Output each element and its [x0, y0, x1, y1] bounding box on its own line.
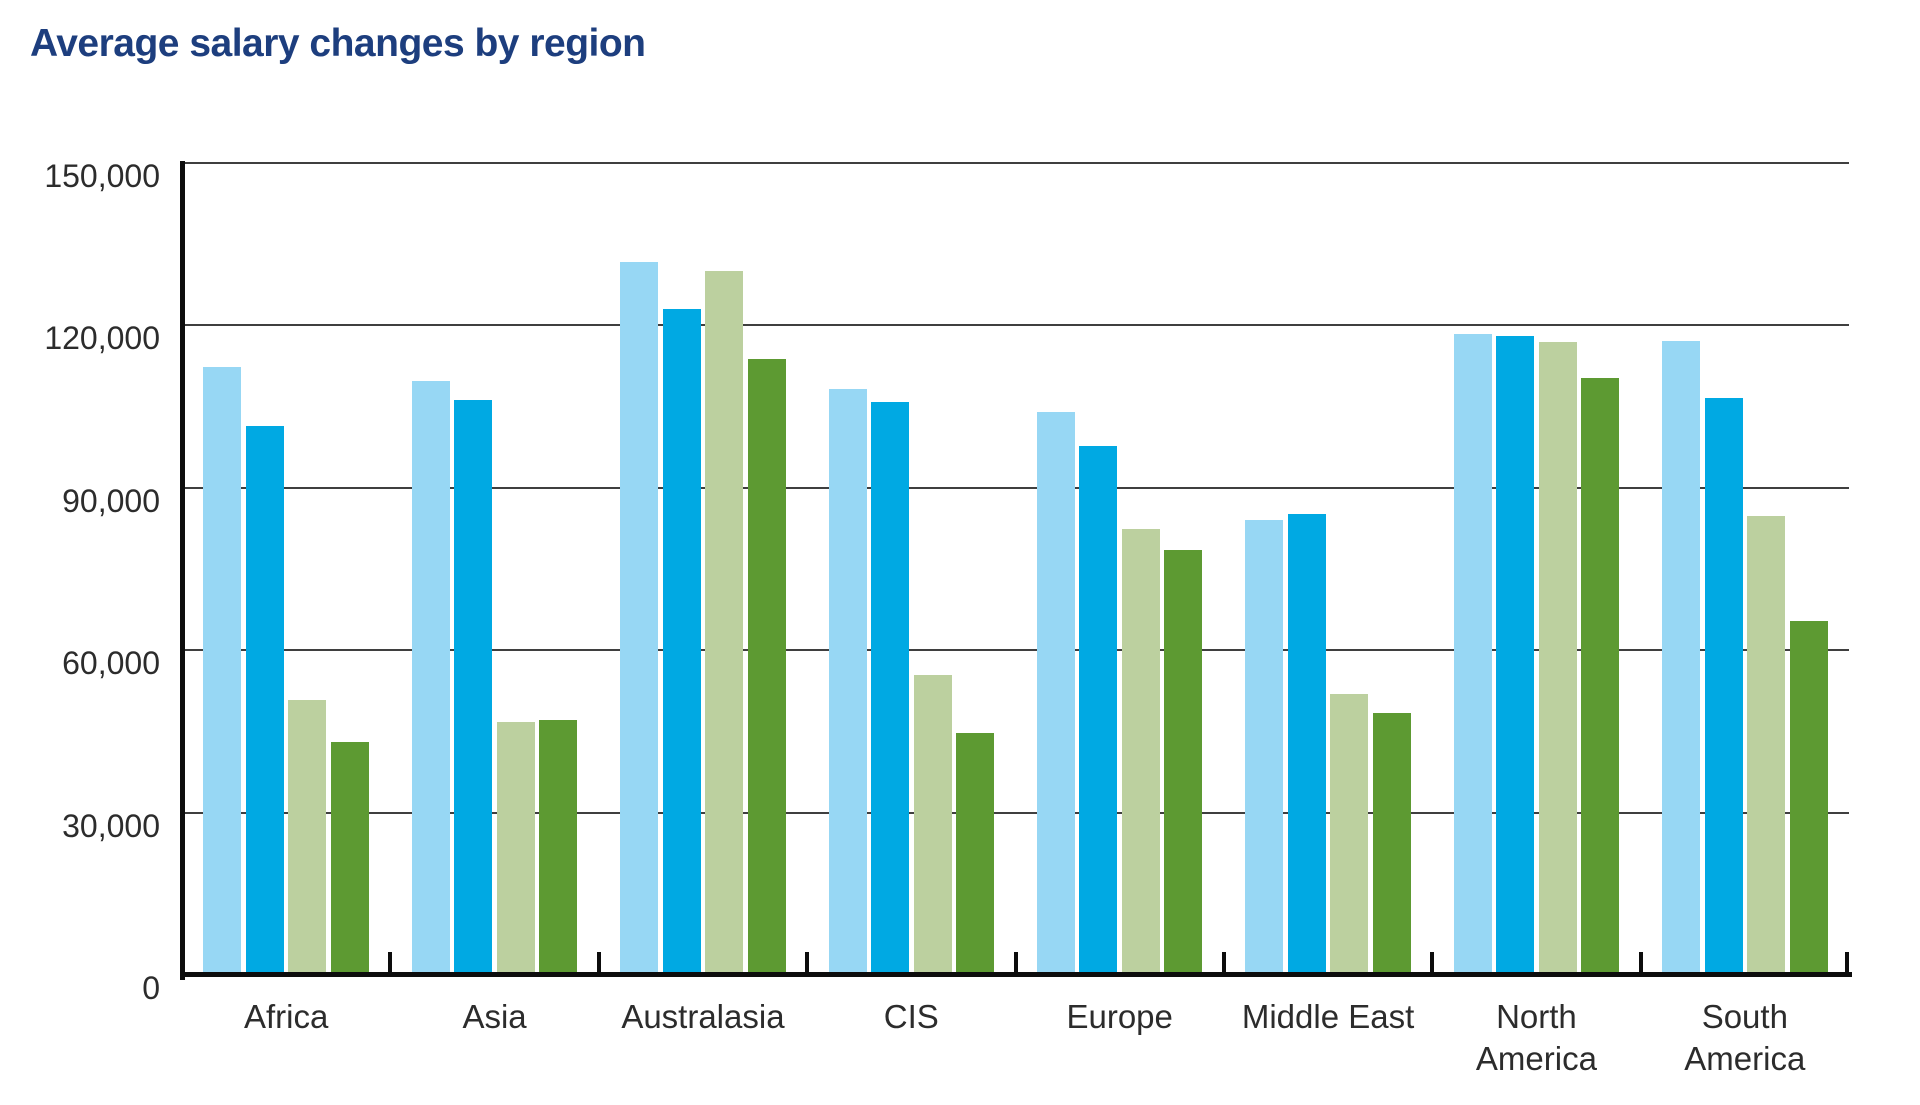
bar-cis-series-4-dark-green [956, 733, 995, 975]
bar-cis-series-2-blue [871, 401, 910, 975]
bar-australasia-series-1-light-blue [620, 261, 659, 975]
bar-group-north-america [1432, 163, 1640, 975]
bar-group-south-america [1641, 163, 1849, 975]
bar-north-america-series-3-light-green [1538, 341, 1577, 975]
y-axis-tick-label: 150,000 [44, 158, 160, 194]
x-axis-boundary-tick [1221, 952, 1226, 975]
y-axis-tick-label: 120,000 [44, 320, 160, 357]
bar-asia-series-2-blue [454, 400, 493, 975]
x-axis-label-cis: CIS [883, 998, 939, 1035]
bar-cis-series-3-light-green [913, 674, 952, 975]
x-axis-label-africa: Africa [244, 998, 329, 1035]
bar-asia-series-1-light-blue [411, 380, 450, 975]
bar-australasia-series-2-blue [662, 308, 701, 975]
y-axis-line [180, 161, 185, 980]
bar-europe-series-2-blue [1079, 446, 1118, 975]
gridline-120,000 [182, 324, 1849, 327]
bar-group-asia [390, 163, 598, 975]
y-axis-tick-label: 0 [142, 970, 160, 1006]
x-axis-label-australasia: Australasia [621, 998, 785, 1035]
bar-group-australasia [599, 163, 807, 975]
x-axis-label-north-america: North America [1475, 998, 1597, 1077]
gridline-30,000 [182, 811, 1849, 814]
y-axis-tick-label: 90,000 [62, 482, 160, 519]
bar-europe-series-1-light-blue [1036, 412, 1075, 975]
x-axis-boundary-tick [1638, 952, 1643, 975]
bar-north-america-series-1-light-blue [1453, 333, 1492, 975]
bar-middle-east-series-4-dark-green [1372, 713, 1411, 975]
x-axis-label-middle-east: Middle East [1241, 998, 1415, 1035]
bar-group-cis [807, 163, 1015, 975]
bar-africa-series-2-blue [245, 425, 284, 975]
bar-africa-series-3-light-green [288, 700, 327, 975]
gridline-90,000 [182, 486, 1849, 489]
x-axis-boundary-tick [1013, 952, 1018, 975]
bar-australasia-series-3-light-green [705, 271, 744, 975]
bar-middle-east-series-2-blue [1287, 514, 1326, 975]
bar-north-america-series-2-blue [1496, 336, 1535, 975]
y-axis-tick-label: 60,000 [62, 645, 160, 682]
x-axis-end-tick [1845, 952, 1849, 975]
gridline-60,000 [182, 649, 1849, 652]
bar-cis-series-1-light-blue [828, 389, 867, 975]
bar-asia-series-4-dark-green [539, 719, 578, 975]
bar-asia-series-3-light-green [496, 721, 535, 975]
x-axis-boundary-tick [596, 952, 601, 975]
chart-title: Average salary changes by region [30, 22, 646, 65]
x-axis-boundary-tick [805, 952, 810, 975]
bar-middle-east-series-3-light-green [1330, 694, 1369, 975]
x-axis-line [180, 972, 1852, 977]
bar-south-america-series-2-blue [1704, 398, 1743, 975]
bar-north-america-series-4-dark-green [1581, 377, 1620, 975]
x-axis-boundary-tick [1430, 952, 1435, 975]
gridline-150,000 [182, 162, 1849, 164]
bar-south-america-series-4-dark-green [1789, 620, 1828, 975]
bar-europe-series-4-dark-green [1164, 550, 1203, 975]
bar-africa-series-1-light-blue [203, 367, 242, 975]
y-axis-tick-label: 30,000 [62, 807, 160, 844]
x-axis-label-asia: Asia [462, 998, 527, 1035]
bar-europe-series-3-light-green [1121, 529, 1160, 975]
x-axis-boundary-tick [388, 952, 393, 975]
bar-africa-series-4-dark-green [330, 742, 369, 975]
bar-middle-east-series-1-light-blue [1245, 520, 1284, 975]
bar-south-america-series-3-light-green [1747, 515, 1786, 975]
x-axis-label-europe: Europe [1066, 998, 1173, 1035]
x-axis-label-south-america: South America [1684, 998, 1806, 1077]
bar-group-africa [182, 163, 390, 975]
bar-group-europe [1016, 163, 1224, 975]
bar-australasia-series-4-dark-green [747, 358, 786, 975]
bar-group-middle-east [1224, 163, 1432, 975]
bar-south-america-series-1-light-blue [1662, 341, 1701, 975]
